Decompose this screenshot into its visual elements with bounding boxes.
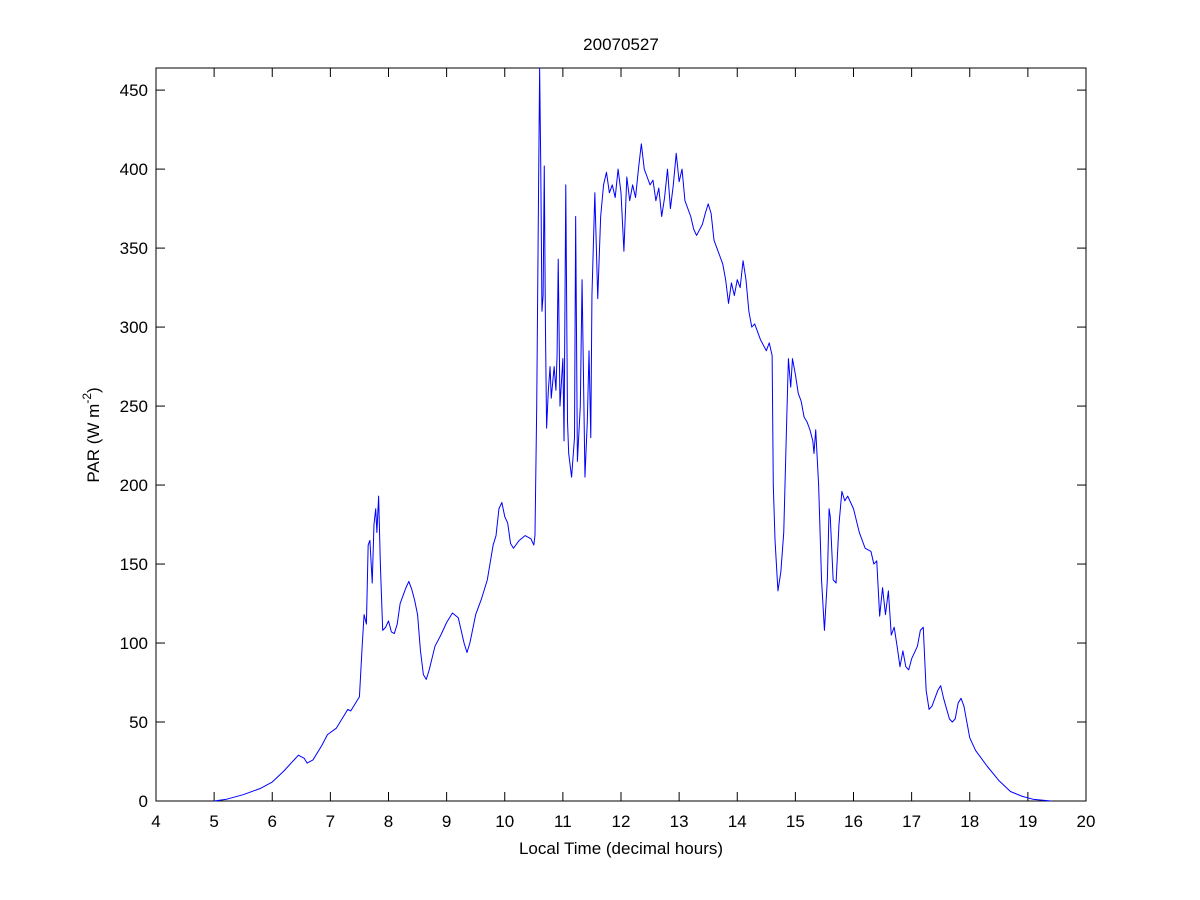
y-axis-label-end: ) [84,387,103,393]
y-tick-label: 300 [120,318,148,337]
y-tick-label: 250 [120,397,148,416]
x-tick-label: 13 [670,812,689,831]
y-tick-label: 150 [120,555,148,574]
y-tick-label: 50 [129,713,148,732]
x-tick-label: 10 [495,812,514,831]
y-tick-label: 400 [120,160,148,179]
y-axis-label: PAR (W m-2) [80,387,103,482]
chart-title: 20070527 [583,35,659,54]
y-axis-label-sup: -2 [80,393,94,404]
x-tick-label: 19 [1018,812,1037,831]
x-tick-label: 20 [1077,812,1096,831]
x-tick-label: 18 [960,812,979,831]
y-tick-label: 200 [120,476,148,495]
x-tick-label: 15 [786,812,805,831]
y-tick-label: 0 [139,792,148,811]
data-line [214,67,1052,802]
x-tick-label: 8 [384,812,393,831]
x-tick-label: 6 [268,812,277,831]
y-tick-label: 450 [120,81,148,100]
y-axis-label-text: PAR (W m [84,404,103,483]
axes-box [155,67,1087,802]
x-axis-label: Local Time (decimal hours) [519,839,723,858]
x-tick-label: 11 [554,812,572,831]
x-tick-label: 5 [209,812,218,831]
y-tick-label: 100 [120,634,148,653]
x-tick-label: 7 [326,812,335,831]
y-tick-label: 350 [120,239,148,258]
x-tick-label: 16 [844,812,863,831]
x-tick-label: 9 [442,812,451,831]
x-tick-label: 14 [728,812,747,831]
x-tick-label: 12 [612,812,631,831]
x-tick-label: 4 [151,812,160,831]
x-tick-label: 17 [902,812,921,831]
